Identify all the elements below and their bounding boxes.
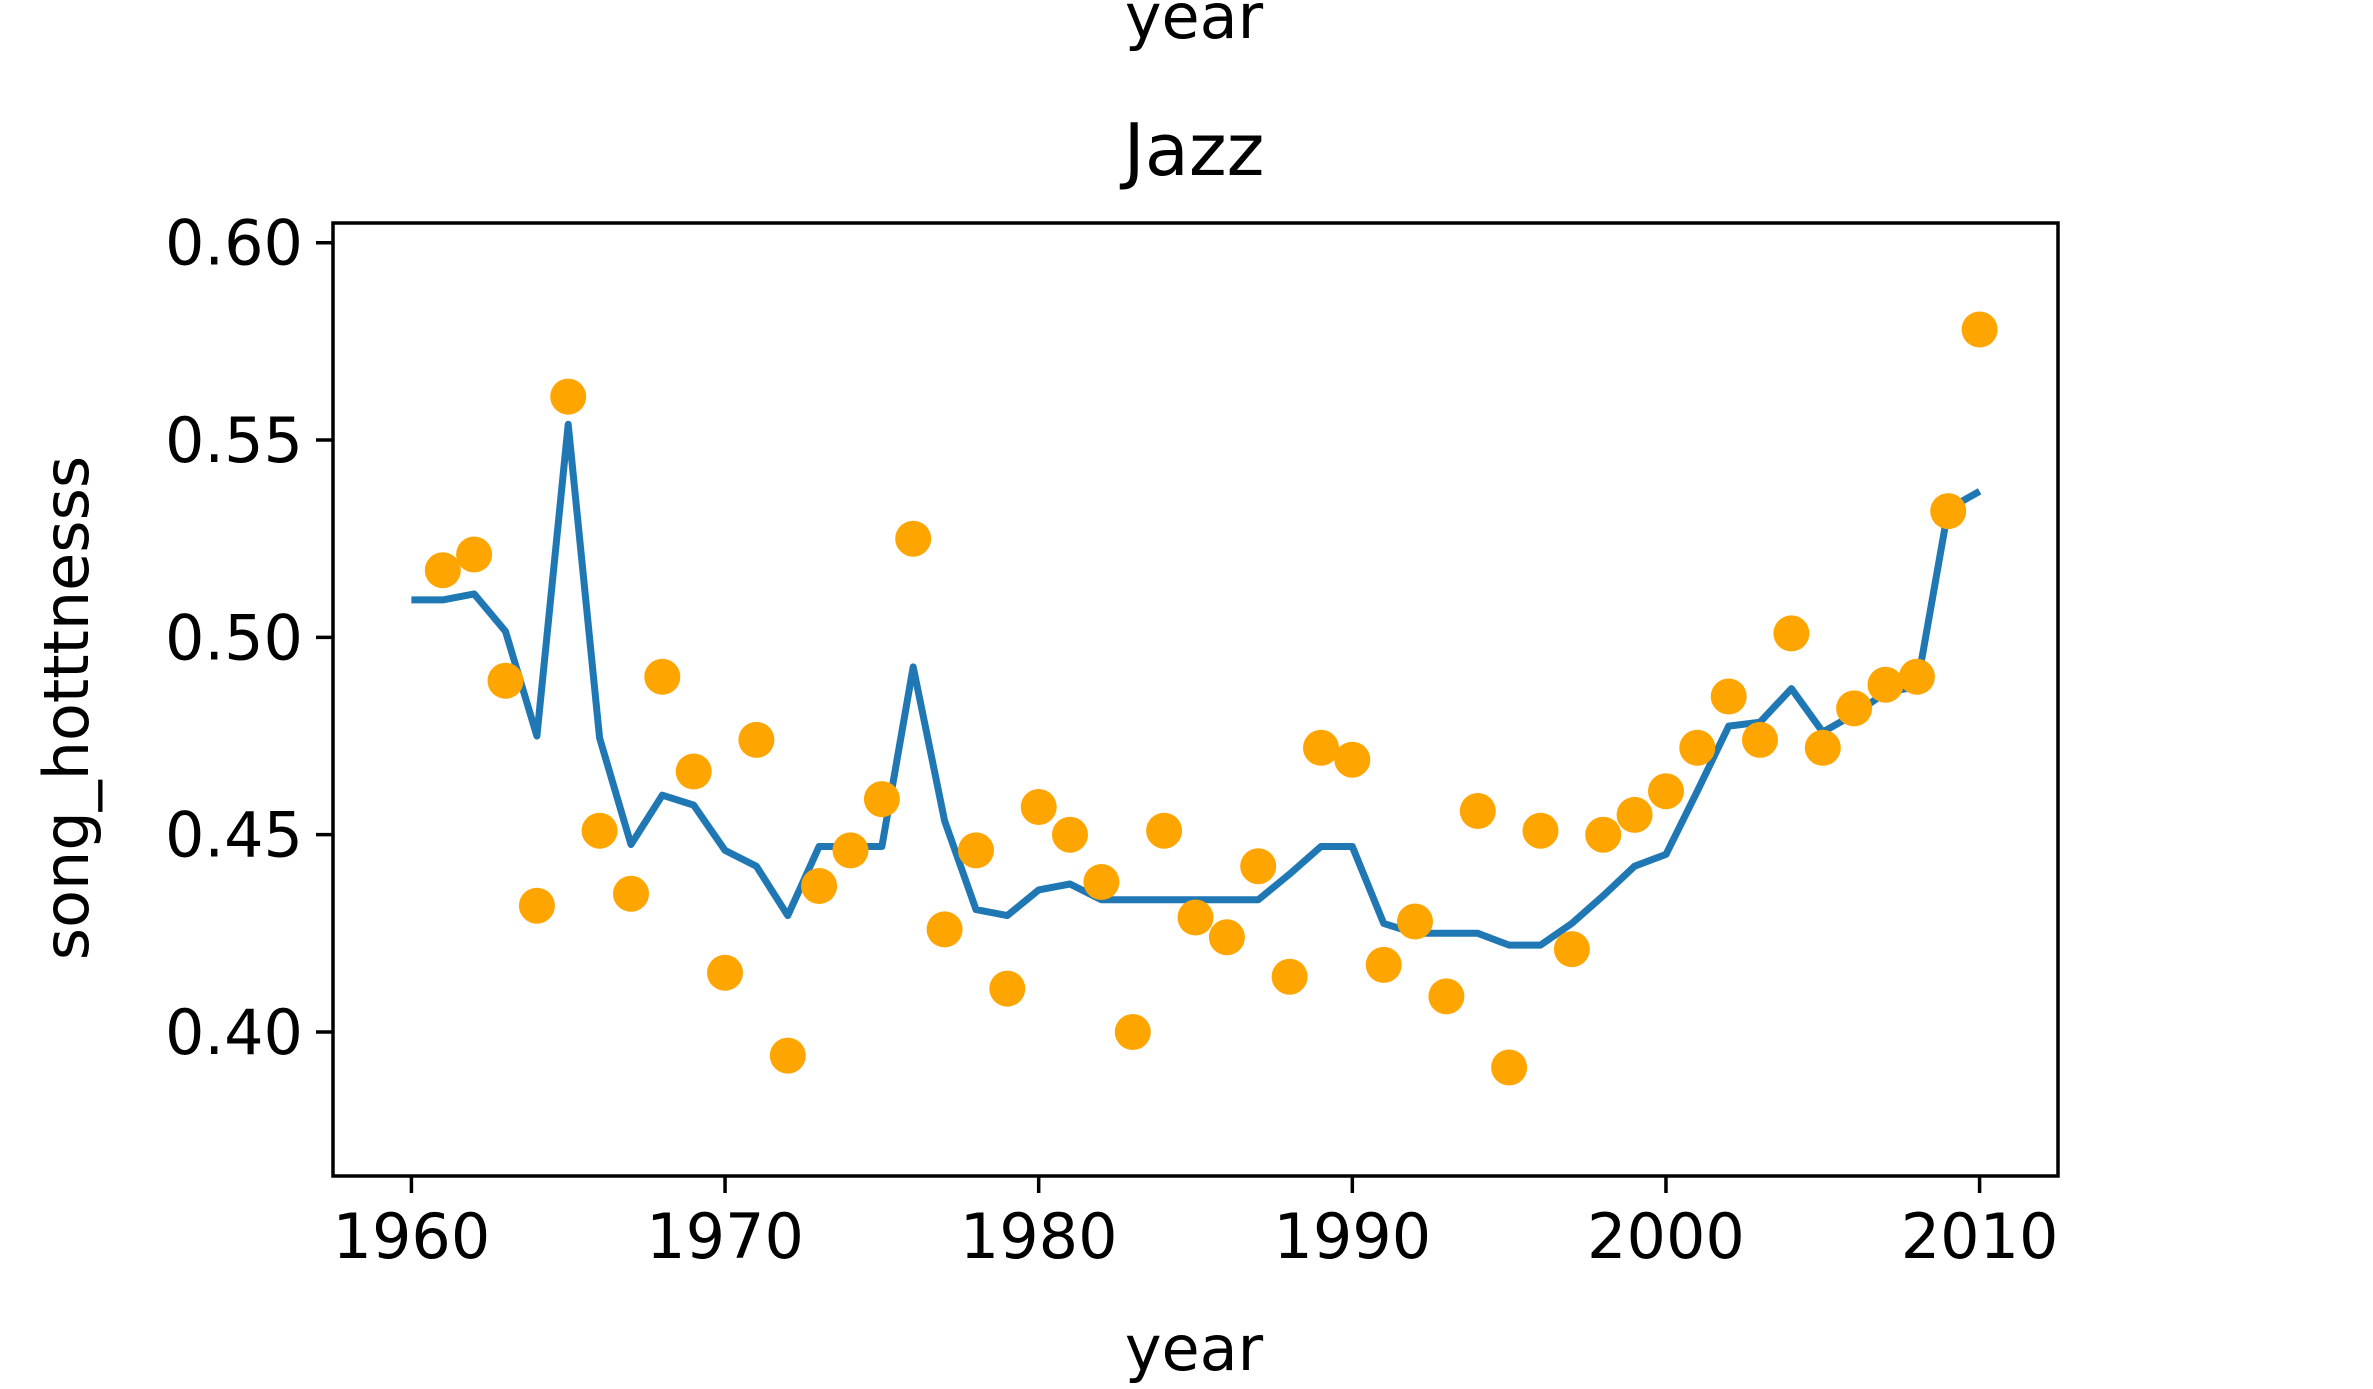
scatter-point: [1898, 658, 1935, 695]
scatter-point: [1177, 899, 1214, 936]
scatter-point: [1679, 729, 1716, 766]
scatter-point: [926, 911, 963, 948]
scatter-point: [644, 658, 681, 695]
scatter-point: [1208, 919, 1245, 956]
x-axis-label: year: [1125, 1312, 1264, 1385]
scatter-point: [769, 1037, 806, 1074]
scatter-point: [1553, 931, 1590, 968]
top-x-axis-label: year: [1125, 0, 1264, 53]
scatter-point: [738, 721, 775, 758]
y-tick-label: 0.55: [165, 404, 303, 477]
scatter-point: [1491, 1049, 1528, 1086]
scatter-point: [1648, 773, 1684, 810]
scatter-point: [1334, 741, 1371, 778]
scatter-point: [863, 781, 900, 818]
scatter-point: [1083, 864, 1120, 900]
scatter-point: [707, 954, 743, 991]
scatter-point: [1052, 816, 1088, 853]
y-axis-label: song_hotttnesss: [30, 456, 103, 960]
x-tick-label: 1980: [960, 1200, 1118, 1273]
scatter-point: [1836, 690, 1873, 727]
x-tick-label: 2010: [1901, 1200, 2059, 1273]
scatter-point: [550, 378, 587, 415]
scatter-point: [1585, 816, 1622, 853]
scatter-point: [958, 832, 994, 869]
scatter-point: [1271, 958, 1308, 995]
y-axis: 0.40 0.45 0.50 0.55 0.60: [165, 207, 333, 1069]
scatter-point: [1804, 729, 1841, 766]
scatter-point: [832, 832, 869, 869]
plot-area: [411, 311, 1998, 1086]
scatter-point: [456, 536, 493, 573]
scatter-point: [1522, 812, 1559, 849]
scatter-point: [1742, 721, 1778, 758]
scatter-point: [1365, 946, 1402, 983]
y-tick-label: 0.40: [165, 996, 303, 1069]
x-tick-label: 1960: [333, 1200, 491, 1273]
scatter-point: [1710, 678, 1747, 715]
scatter-point: [518, 887, 555, 924]
axes-frame: [331, 221, 2060, 1178]
scatter-point: [1020, 789, 1057, 825]
scatter-point: [1867, 666, 1904, 703]
x-tick-label: 1970: [646, 1200, 804, 1273]
scatter-point: [1773, 615, 1810, 652]
scatter-point: [487, 662, 524, 699]
scatter-point: [1146, 812, 1183, 849]
scatter-point: [675, 753, 712, 790]
chart-title: Jazz: [1120, 108, 1265, 192]
scatter-point: [581, 812, 618, 849]
scatter-point: [613, 875, 649, 912]
x-tick-label: 2000: [1587, 1200, 1745, 1273]
scatter-point: [989, 970, 1026, 1007]
scatter-point: [801, 868, 838, 904]
scatter-point: [1303, 729, 1339, 766]
scatter-point: [895, 520, 932, 557]
scatter-point: [1428, 978, 1465, 1015]
scatter-point: [1114, 1014, 1151, 1050]
x-tick-label: 1990: [1273, 1200, 1431, 1273]
x-axis: 1960 1970 1980 1990 2000 2010: [333, 1176, 2059, 1273]
scatter-point: [1616, 796, 1653, 833]
y-tick-label: 0.50: [165, 601, 303, 674]
scatter-point: [1240, 848, 1277, 885]
scatter-point: [1459, 793, 1496, 829]
y-tick-label: 0.45: [165, 799, 303, 872]
scatter-point: [1930, 493, 1967, 530]
scatter-point: [424, 552, 461, 589]
scatter-point: [1397, 903, 1433, 940]
y-tick-label: 0.60: [165, 207, 303, 280]
scatter-point: [1961, 311, 1998, 348]
